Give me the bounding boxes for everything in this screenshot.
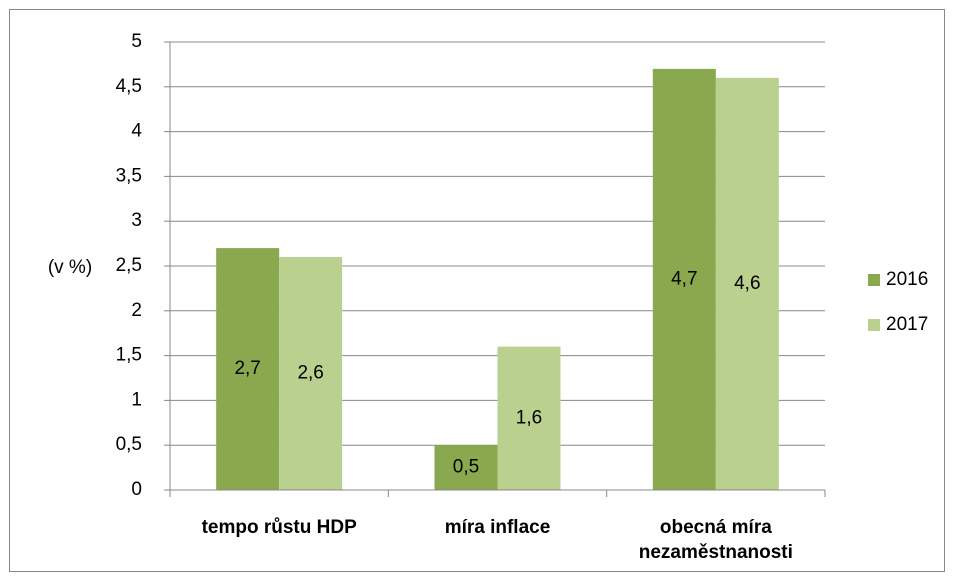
legend-label: 2017 [886, 314, 928, 335]
bar [652, 68, 716, 490]
y-tick-label: 1 [131, 389, 142, 410]
y-tick-label: 3 [131, 210, 142, 231]
y-tick-label: 2,5 [116, 255, 142, 276]
y-tick-label: 3,5 [116, 165, 142, 186]
x-tick-label: tempo růstu HDP [202, 517, 358, 538]
value-label: 0,5 [453, 457, 479, 478]
x-tick-label-line: nezaměstnanosti [639, 542, 793, 563]
y-tick-label: 2 [131, 300, 142, 321]
value-label: 2,6 [297, 363, 323, 384]
y-tick-label: 1,5 [116, 345, 142, 366]
y-tick-label: 4,5 [116, 76, 142, 97]
y-tick-label: 5 [131, 31, 142, 52]
y-tick-label: 0,5 [116, 434, 142, 455]
value-label: 2,7 [234, 358, 260, 379]
bar [715, 77, 779, 490]
x-tick-label-line: obecná míra [660, 517, 772, 538]
y-axis-label: (v %) [48, 257, 92, 278]
value-label: 1,6 [516, 407, 542, 428]
value-label: 4,6 [734, 273, 760, 294]
bar [434, 445, 498, 490]
bar [497, 346, 561, 490]
y-tick-label: 0 [131, 479, 142, 500]
x-tick-label: obecná míra nezaměstnanosti [639, 517, 793, 563]
legend-swatch [868, 319, 880, 331]
y-tick-label: 4 [131, 121, 142, 142]
legend-swatch [868, 274, 880, 286]
bar [279, 257, 343, 490]
legend-label: 2016 [886, 269, 928, 290]
value-label: 4,7 [671, 268, 697, 289]
bar [216, 248, 280, 490]
x-tick-label: míra inflace [445, 517, 551, 538]
